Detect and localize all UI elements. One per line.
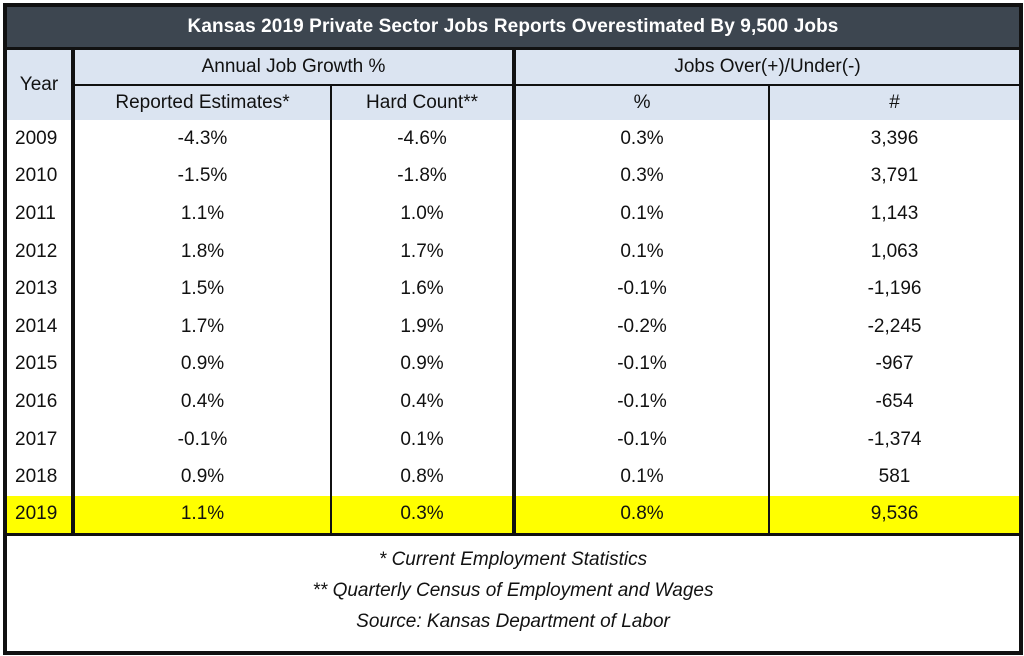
- header-annual-job-growth: Annual Job Growth %: [73, 50, 517, 86]
- table-row: 2014 1.7% 1.9% -0.2% -2,245: [7, 307, 1019, 346]
- cell-num: 9,536: [769, 495, 1020, 535]
- cell-year: 2019: [7, 495, 75, 535]
- cell-reported: 1.7%: [73, 307, 332, 346]
- footnote-qcew: ** Quarterly Census of Employment and Wa…: [312, 579, 714, 601]
- cell-reported: 1.1%: [73, 495, 332, 535]
- header-num: #: [769, 85, 1020, 120]
- header-hard-count: Hard Count**: [331, 85, 517, 120]
- cell-year: 2018: [7, 458, 75, 496]
- cell-pct: -0.1%: [514, 345, 771, 384]
- table-row: 2013 1.5% 1.6% -0.1% -1,196: [7, 270, 1019, 308]
- cell-pct: 0.1%: [514, 458, 771, 496]
- cell-pct: -0.1%: [514, 270, 771, 308]
- header-pct: %: [514, 85, 771, 120]
- cell-num: 1,143: [870, 202, 919, 224]
- cell-year: 2016: [7, 383, 75, 421]
- cell-hard-count: 1.6%: [331, 270, 517, 308]
- cell-reported: 0.9%: [73, 458, 332, 496]
- cell-hard-count: 0.9%: [331, 345, 517, 384]
- cell-hard-count: 0.3%: [331, 495, 517, 535]
- cell-year: 2013: [7, 270, 75, 308]
- footnotes: * Current Employment Statistics ** Quart…: [7, 536, 1019, 637]
- table-row: 2017 -0.1% 0.1% -0.1% -1,374: [7, 420, 1019, 459]
- table-row: 2009 -4.3% -4.6% 0.3% 3,396: [7, 120, 1019, 158]
- header-reported-estimates: Reported Estimates*: [73, 85, 332, 120]
- cell-num: -1,374: [867, 428, 922, 450]
- cell-reported: 0.9%: [73, 345, 332, 384]
- footnote-ces: * Current Employment Statistics: [378, 548, 648, 570]
- cell-reported: 1.1%: [73, 195, 332, 233]
- cell-hard-count: 1.9%: [331, 307, 517, 346]
- cell-reported: 1.8%: [73, 232, 332, 271]
- table-row: 2015 0.9% 0.9% -0.1% -967: [7, 345, 1019, 384]
- cell-hard-count: -4.6%: [331, 120, 517, 158]
- cell-year: 2015: [7, 345, 75, 384]
- cell-pct: 0.3%: [514, 157, 771, 196]
- cell-year: 2011: [7, 195, 75, 233]
- header-jobs-over-under: Jobs Over(+)/Under(-): [514, 50, 1020, 86]
- cell-hard-count: 1.0%: [331, 195, 517, 233]
- table-row: 2012 1.8% 1.7% 0.1% 1,063: [7, 232, 1019, 271]
- cell-year: 2012: [7, 232, 75, 271]
- cell-hard-count: 0.8%: [331, 458, 517, 496]
- cell-pct: 0.3%: [514, 120, 771, 158]
- table-row: 2011 1.1% 1.0% 0.1% 1,143: [7, 195, 1019, 233]
- cell-reported: 0.4%: [73, 383, 332, 421]
- cell-hard-count: 1.7%: [331, 232, 517, 271]
- cell-reported: -1.5%: [73, 157, 332, 196]
- table-row: 2016 0.4% 0.4% -0.1% -654: [7, 383, 1019, 421]
- table-row: 2019 1.1% 0.3% 0.8% 9,536: [7, 495, 1020, 535]
- table-frame: Kansas 2019 Private Sector Jobs Reports …: [3, 3, 1023, 655]
- cell-hard-count: 0.4%: [331, 383, 517, 421]
- cell-pct: 0.1%: [514, 232, 771, 271]
- cell-num: -2,245: [867, 315, 922, 337]
- cell-year: 2014: [7, 307, 75, 346]
- cell-pct: -0.2%: [514, 307, 771, 346]
- cell-num: 3,396: [870, 127, 919, 149]
- cell-reported: 1.5%: [73, 270, 332, 308]
- cell-year: 2017: [7, 420, 75, 459]
- cell-num: 1,063: [870, 240, 919, 262]
- header-year: Year: [7, 50, 75, 120]
- cell-pct: -0.1%: [514, 420, 771, 459]
- table-title: Kansas 2019 Private Sector Jobs Reports …: [7, 7, 1019, 50]
- cell-reported: -4.3%: [73, 120, 332, 158]
- cell-hard-count: -1.8%: [331, 157, 517, 196]
- cell-pct: 0.1%: [514, 195, 771, 233]
- cell-reported: -0.1%: [73, 420, 332, 459]
- cell-num: -967: [875, 353, 914, 375]
- cell-pct: 0.8%: [514, 495, 771, 535]
- jobs-table: Year Annual Job Growth % Jobs Over(+)/Un…: [7, 50, 1020, 536]
- footnote-source: Source: Kansas Department of Labor: [356, 610, 670, 632]
- cell-pct: -0.1%: [514, 383, 771, 421]
- cell-num: 581: [878, 466, 911, 488]
- cell-num: -654: [875, 390, 914, 412]
- cell-hard-count: 0.1%: [331, 420, 517, 459]
- table-row: 2010 -1.5% -1.8% 0.3% 3,791: [7, 157, 1019, 196]
- cell-num: -1,196: [867, 278, 922, 300]
- cell-year: 2009: [7, 120, 75, 158]
- cell-year: 2010: [7, 157, 75, 196]
- cell-num: 3,791: [870, 165, 919, 187]
- table-row: 2018 0.9% 0.8% 0.1% 581: [7, 458, 1019, 496]
